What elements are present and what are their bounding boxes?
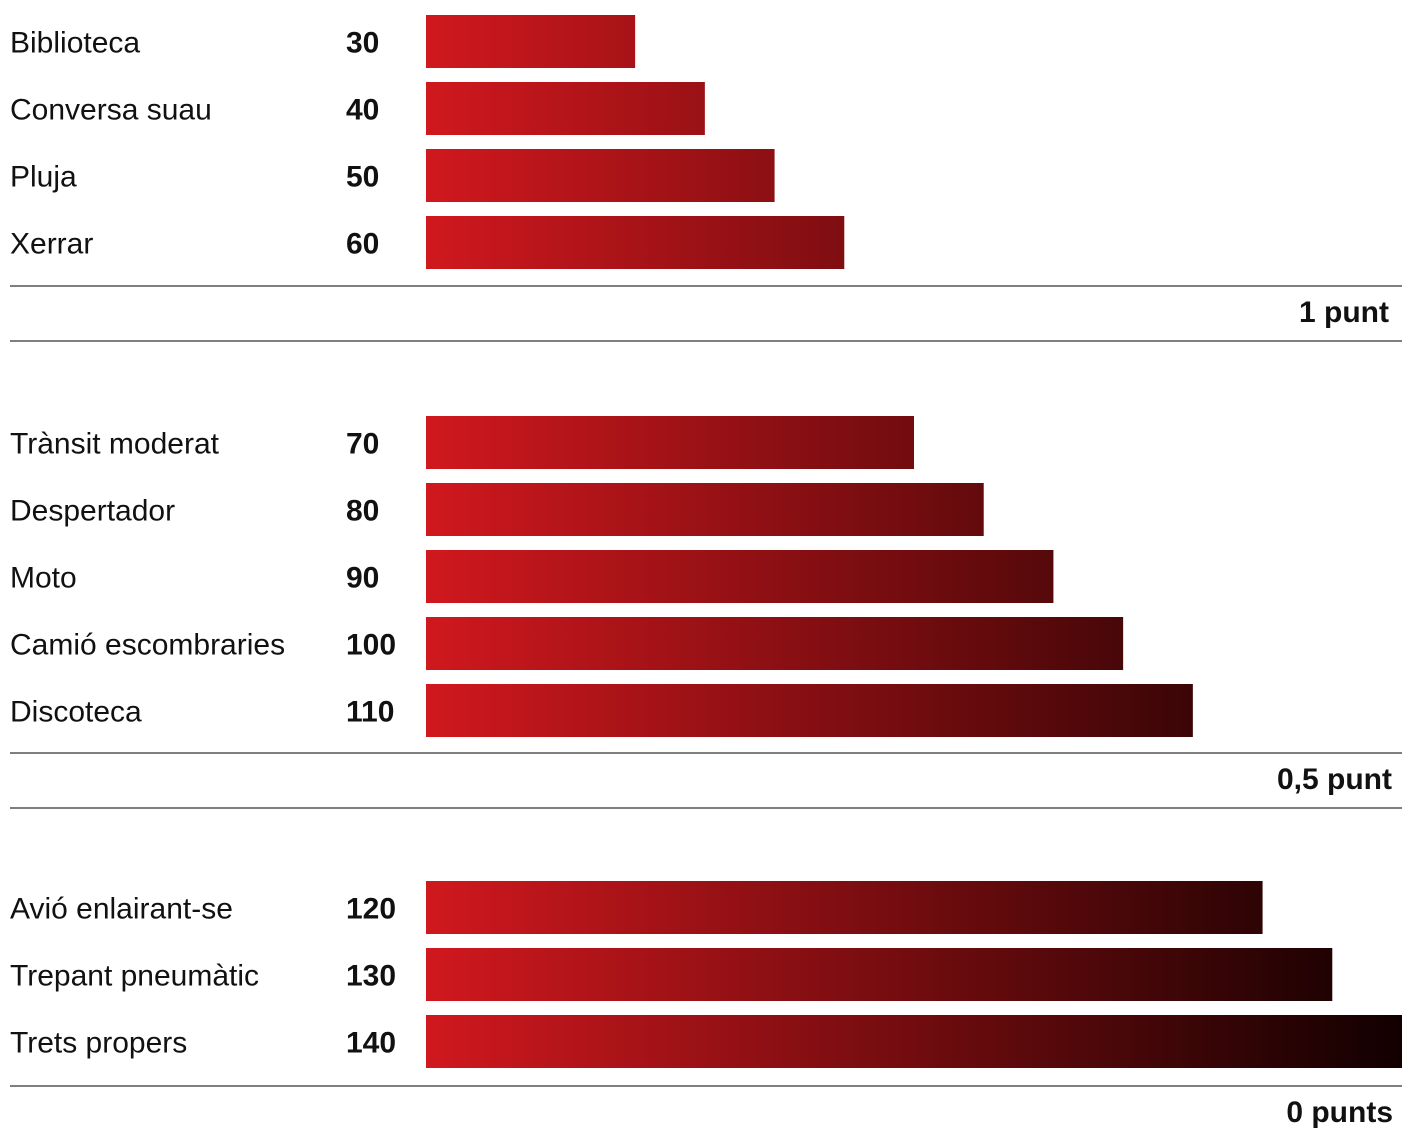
value-label: 40 [346, 94, 379, 127]
bar-moto [426, 550, 1054, 603]
category-label: Trepant pneumàtic [10, 960, 259, 993]
category-label: Pluja [10, 161, 77, 194]
category-label: Conversa suau [10, 94, 212, 127]
category-label: Avió enlairant-se [10, 893, 233, 926]
category-label: Discoteca [10, 696, 142, 729]
bar-cami-escombraries [426, 617, 1124, 670]
bar-discoteca [426, 684, 1193, 737]
bar-trets-propers [426, 1015, 1402, 1068]
value-label: 100 [346, 629, 396, 662]
category-label: Despertador [10, 495, 175, 528]
points-group-label: 1 punt [1299, 296, 1389, 329]
value-label: 80 [346, 495, 379, 528]
points-group-label: 0,5 punt [1277, 763, 1392, 796]
value-label: 50 [346, 161, 379, 194]
value-label: 60 [346, 228, 379, 261]
value-label: 130 [346, 960, 396, 993]
category-label: Biblioteca [10, 27, 140, 60]
bar-tr-nsit-moderat [426, 416, 914, 469]
bar-biblioteca [426, 15, 636, 68]
category-label: Xerrar [10, 228, 93, 261]
category-label: Trànsit moderat [10, 428, 220, 461]
value-label: 70 [346, 428, 379, 461]
value-label: 30 [346, 27, 379, 60]
bar-xerrar [426, 216, 845, 269]
value-label: 90 [346, 562, 379, 595]
bar-pluja [426, 149, 775, 202]
category-label: Moto [10, 562, 77, 595]
value-label: 120 [346, 893, 396, 926]
category-label: Trets propers [10, 1027, 187, 1060]
bar-conversa-suau [426, 82, 705, 135]
bar-despertador [426, 483, 984, 536]
points-group-label: 0 punts [1286, 1096, 1393, 1129]
bar-avi-enlairant-se [426, 881, 1263, 934]
bar-trepant-pneum-tic [426, 948, 1333, 1001]
value-label: 110 [346, 696, 394, 729]
value-label: 140 [346, 1027, 396, 1060]
category-label: Camió escombraries [10, 629, 285, 662]
